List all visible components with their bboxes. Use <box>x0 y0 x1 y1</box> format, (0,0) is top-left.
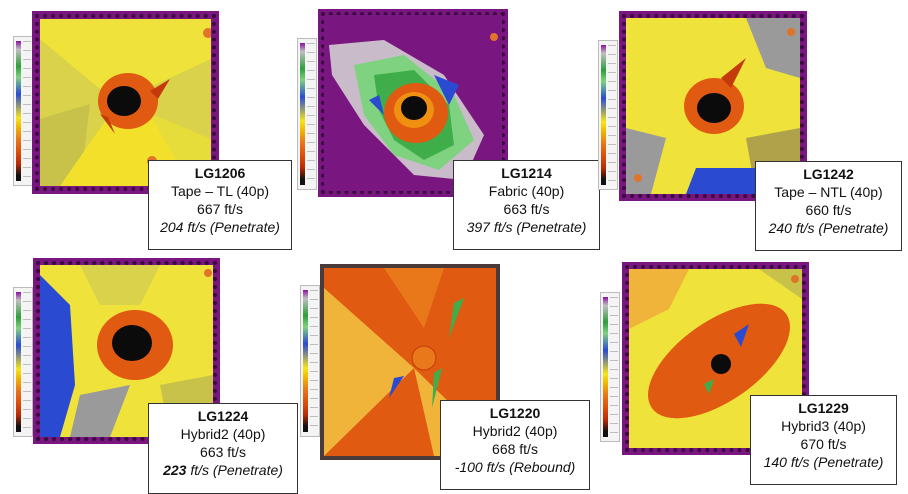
impact-velocity: 663 ft/s <box>503 201 550 217</box>
damage-map-image <box>324 15 502 191</box>
test-plate-frame <box>33 258 220 444</box>
test-id: LG1206 <box>194 165 246 181</box>
colorbar-legend <box>300 285 320 437</box>
impact-velocity: 670 ft/s <box>800 436 847 452</box>
test-plate-frame <box>318 9 508 197</box>
colorbar-legend <box>600 292 620 442</box>
armor-config: Tape – NTL (40p) <box>774 184 883 200</box>
armor-config: Hybrid3 (40p) <box>781 418 866 434</box>
armor-config: Hybrid2 (40p) <box>472 423 558 439</box>
armor-config: Hybrid2 (40p) <box>180 426 266 442</box>
residual-velocity: 140 ft/s (Penetrate) <box>763 454 884 470</box>
armor-config: Tape – TL (40p) <box>170 183 270 199</box>
test-id: LG1220 <box>489 405 541 421</box>
damage-map-image <box>40 265 213 437</box>
test-id: LG1242 <box>803 166 854 182</box>
impact-velocity: 667 ft/s <box>197 201 243 217</box>
result-label-lg1220: LG1220 Hybrid2 (40p) 668 ft/s -100 ft/s … <box>440 400 590 490</box>
result-label-lg1214: LG1214 Fabric (40p) 663 ft/s 397 ft/s (P… <box>453 160 600 250</box>
colorbar-legend <box>13 287 33 437</box>
residual-velocity-unit: ft/s (Penetrate) <box>186 462 283 478</box>
residual-velocity: 397 ft/s (Penetrate) <box>466 219 587 235</box>
test-id: LG1224 <box>197 408 249 424</box>
armor-config: Fabric (40p) <box>488 183 565 199</box>
colorbar-legend <box>297 38 317 190</box>
test-id: LG1229 <box>798 400 849 416</box>
colorbar-legend <box>598 40 618 190</box>
residual-velocity: 223 ft/s (Penetrate) <box>149 461 297 479</box>
residual-velocity: 204 ft/s (Penetrate) <box>160 219 280 235</box>
result-label-lg1206: LG1206 Tape – TL (40p) 667 ft/s 204 ft/s… <box>148 160 292 250</box>
residual-velocity-value: 223 <box>163 462 187 478</box>
impact-velocity: 660 ft/s <box>805 202 852 218</box>
impact-velocity: 668 ft/s <box>492 441 538 457</box>
result-label-lg1242: LG1242 Tape – NTL (40p) 660 ft/s 240 ft/… <box>755 161 902 251</box>
residual-velocity: 240 ft/s (Penetrate) <box>768 220 889 236</box>
result-label-lg1224: LG1224 Hybrid2 (40p) 663 ft/s 223 ft/s (… <box>148 403 298 494</box>
test-id: LG1214 <box>501 165 552 181</box>
colorbar-legend <box>13 36 33 186</box>
residual-velocity: -100 ft/s (Rebound) <box>454 459 576 475</box>
impact-velocity: 663 ft/s <box>200 444 246 460</box>
result-label-lg1229: LG1229 Hybrid3 (40p) 670 ft/s 140 ft/s (… <box>750 395 897 485</box>
